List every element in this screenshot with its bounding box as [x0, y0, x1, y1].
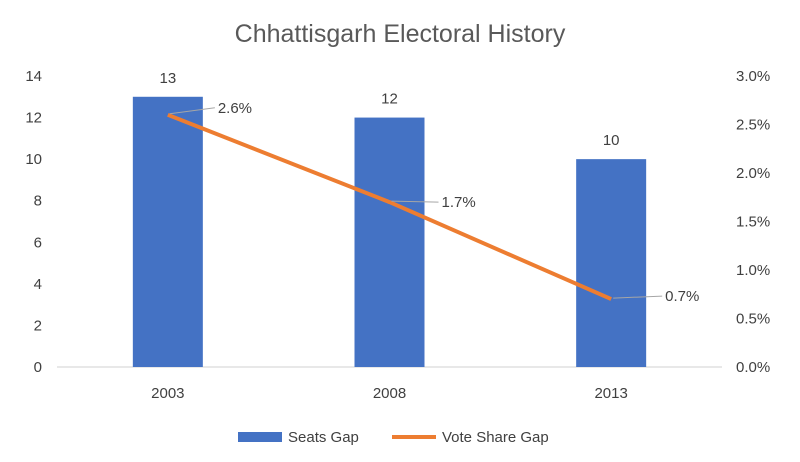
y-left-tick-label: 4 [34, 276, 42, 293]
legend-line-label: Vote Share Gap [442, 429, 549, 446]
leader-line [613, 295, 663, 299]
legend: Seats Gap Vote Share Gap [238, 429, 549, 446]
leader-line [169, 107, 215, 115]
y-left-tick-label: 14 [25, 68, 42, 85]
bar-value-label: 10 [603, 132, 620, 149]
line-value-label: 2.6% [218, 100, 252, 117]
y-left-tick-label: 10 [25, 151, 42, 168]
bar-2013 [576, 159, 647, 367]
line-value-label: 1.7% [442, 194, 476, 211]
y-right-tick-label: 1.5% [736, 214, 770, 231]
y-left-tick-label: 12 [25, 110, 42, 127]
line-series [167, 112, 612, 301]
bar-value-label: 13 [159, 70, 176, 87]
x-tick-label: 2003 [151, 385, 184, 402]
x-tick-label: 2008 [373, 385, 406, 402]
y-left-tick-label: 6 [34, 234, 42, 251]
chart-title: Chhattisgarh Electoral History [235, 20, 566, 48]
bars [132, 96, 647, 368]
leader-line [391, 200, 439, 203]
x-tick-label: 2013 [594, 385, 627, 402]
axes: 0 2 4 6 8 10 12 14 0.0% 0.5% 1.0% 1.5% 2.0% 2.5% 3.0% 2… [25, 68, 770, 402]
y-right-tick-label: 0.0% [736, 359, 770, 376]
legend-bar-swatch [238, 432, 282, 442]
y-left-tick-label: 8 [34, 193, 42, 210]
legend-bar-label: Seats Gap [288, 429, 359, 446]
line-value-label: 0.7% [665, 288, 699, 305]
y-right-tick-label: 2.0% [736, 165, 770, 182]
bar-2003 [132, 96, 203, 368]
y-right-tick-label: 1.0% [736, 262, 770, 279]
y-left-tick-label: 0 [34, 359, 42, 376]
bar-2008 [354, 117, 425, 367]
y-right-tick-label: 0.5% [736, 311, 770, 328]
vote-share-line [167, 112, 612, 301]
y-right-tick-label: 2.5% [736, 117, 770, 134]
y-right-tick-label: 3.0% [736, 68, 770, 85]
data-labels: 13 12 10 2.6% 1.7% 0.7% [159, 70, 699, 305]
bar-value-label: 12 [381, 91, 398, 108]
y-left-tick-label: 2 [34, 317, 42, 334]
